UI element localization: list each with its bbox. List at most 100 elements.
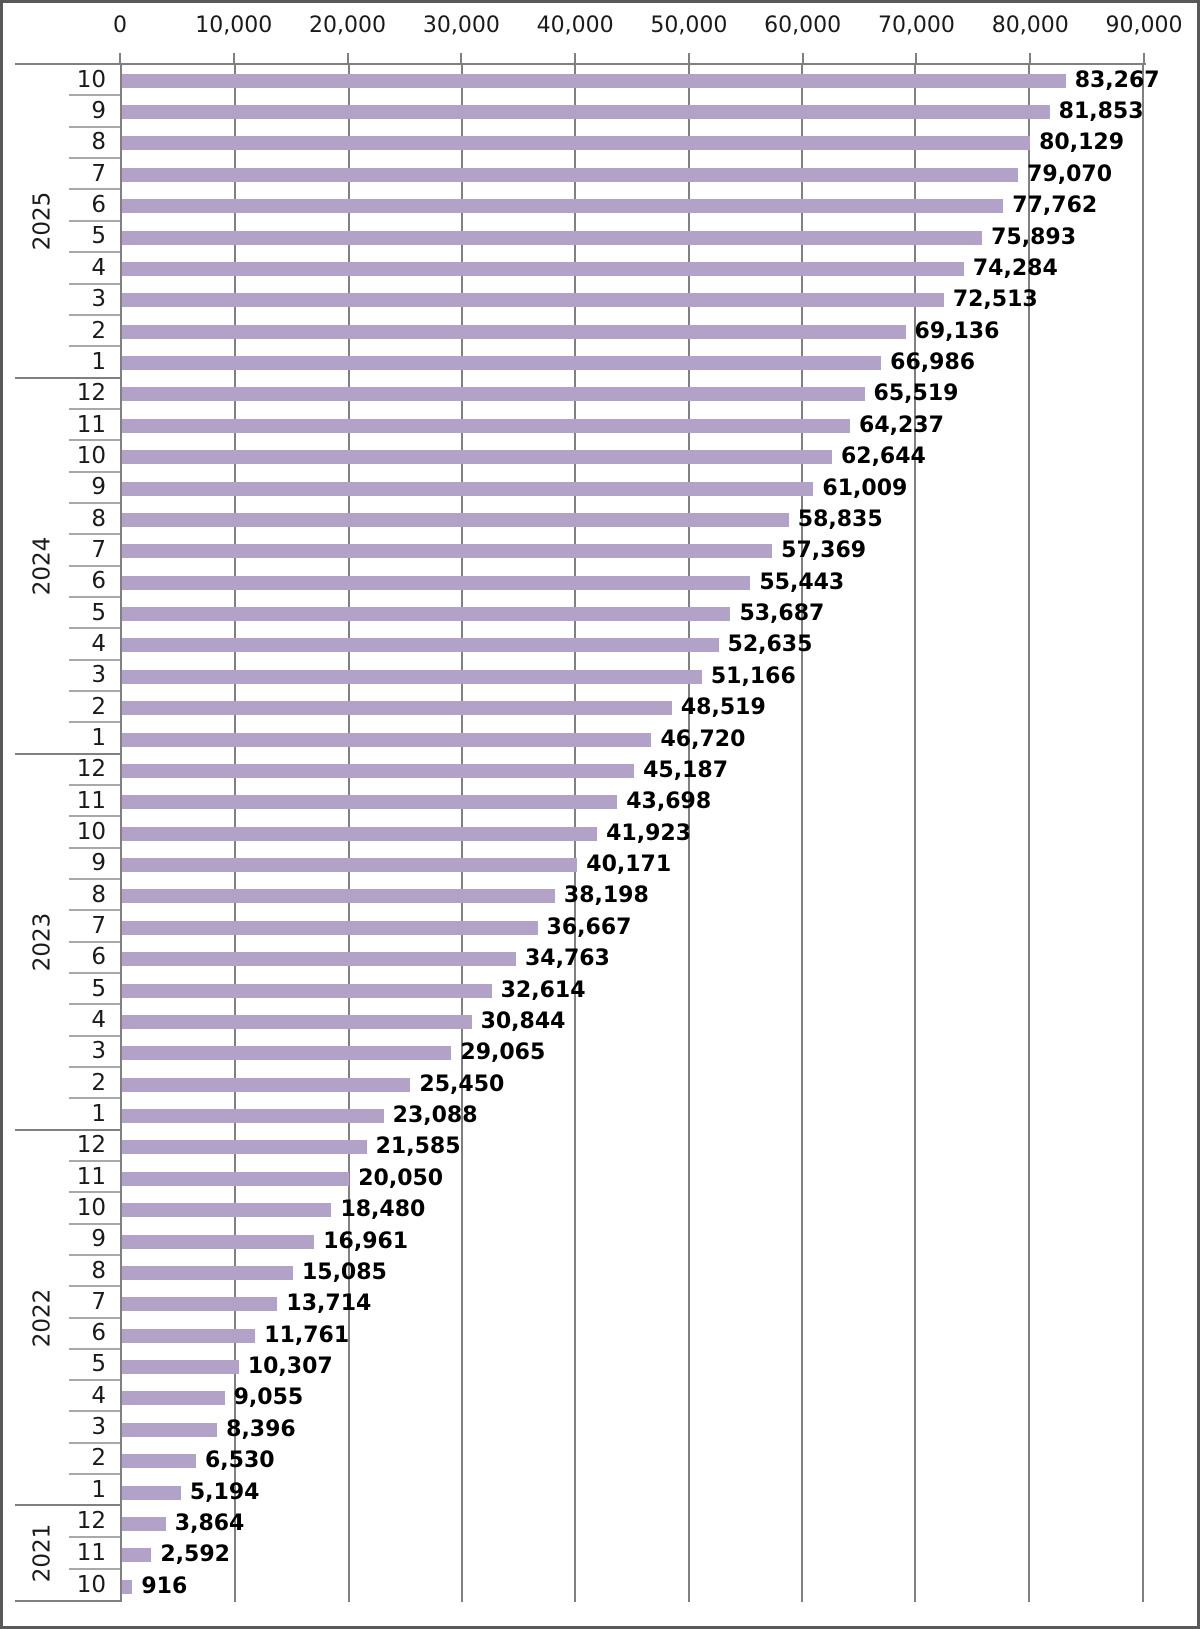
x-axis-tick-mark [1029,53,1032,65]
bar-row: 30,844 [122,1006,1142,1037]
month-label: 11 [69,410,120,442]
bar-value-label: 36,667 [546,914,632,940]
bar-row: 2,592 [122,1540,1142,1571]
year-group: 2023 12 11 10 9 8 7 6 5 4 3 2 1 [15,752,120,1129]
bar-value-label: 916 [141,1573,188,1599]
bar [122,1046,452,1061]
bar-row: 15,085 [122,1257,1142,1288]
bar-value-label: 74,284 [972,255,1058,281]
bar-row: 16,961 [122,1226,1142,1257]
bar-row: 36,667 [122,912,1142,943]
bar-value-label: 8,396 [226,1416,296,1442]
year-label: 2022 [29,1288,56,1347]
month-column: 10 9 8 7 6 5 4 3 2 1 [69,65,120,377]
bar-row: 55,443 [122,567,1142,598]
bar [122,889,555,904]
month-label: 3 [69,1037,120,1068]
bar-value-label: 48,519 [680,695,766,721]
bar [122,1014,472,1029]
bar-row: 21,585 [122,1132,1142,1163]
x-axis-tick-label: 30,000 [422,13,500,38]
bar [122,356,882,371]
x-axis-tick-label: 80,000 [991,13,1069,38]
month-label: 1 [91,348,106,375]
bar-value-label: 32,614 [500,977,586,1003]
bar-row: 25,450 [122,1069,1142,1100]
x-axis-tick-mark [1143,53,1145,65]
bar-row: 3,864 [122,1508,1142,1539]
month-label: 5 [69,1350,120,1382]
bar-row: 18,480 [122,1195,1142,1226]
x-axis-tick-label: 10,000 [195,13,273,38]
bar-value-label: 15,085 [301,1259,387,1285]
bar-row: 9,055 [122,1383,1142,1414]
month-label: 6 [69,190,120,222]
bar [122,512,789,527]
year-label: 2023 [29,912,56,971]
bar-value-label: 72,513 [952,287,1038,313]
x-axis-tick-label: 20,000 [309,13,387,38]
bar [122,1454,196,1469]
bar [122,261,964,276]
bar [122,858,578,873]
bar-value-label: 58,835 [797,506,883,532]
bar-value-label: 51,166 [710,663,796,689]
x-axis-tick-label: 60,000 [764,13,842,38]
bar-value-label: 3,864 [174,1510,245,1536]
bar [122,1328,256,1343]
month-label: 4 [69,629,120,661]
bar-value-label: 77,762 [1012,193,1098,219]
bar-row: 58,835 [122,504,1142,535]
bar [122,167,1019,182]
bar [122,952,516,967]
bar-row: 80,129 [122,128,1142,159]
bar-value-label: 21,585 [375,1134,461,1160]
x-axis-tick-label: 50,000 [650,13,728,38]
bar-value-label: 80,129 [1039,130,1125,156]
x-axis-tick-mark [460,53,463,65]
bar-row: 77,762 [122,191,1142,222]
year-cell: 2025 [15,65,69,377]
bar [122,826,598,841]
bar-value-label: 2,592 [160,1542,230,1568]
bar [122,1171,350,1186]
bar-row: 75,893 [122,222,1142,253]
x-axis-line [15,63,1146,65]
bar-row: 45,187 [122,755,1142,786]
month-label: 4 [69,1005,120,1037]
bar-row: 79,070 [122,159,1142,190]
bar-row: 46,720 [122,724,1142,755]
month-label: 6 [69,567,120,598]
bar [122,73,1066,88]
y-axis: 2025 10 9 8 7 6 5 4 3 2 1 2024 12 11 10 9 8 7 6 5 4 3 2 1 2023 12… [15,65,120,1602]
month-label: 9 [69,473,120,504]
bar-row: 916 [122,1571,1142,1602]
bar [122,1234,315,1249]
month-label: 10 [69,65,120,97]
bar [122,293,944,308]
bar-row: 13,714 [122,1289,1142,1320]
bar [122,575,751,590]
bar-value-label: 55,443 [759,569,845,595]
x-axis-tick-mark [232,53,235,65]
bar [122,1077,411,1092]
bar [122,1548,152,1563]
bar-value-label: 25,450 [419,1071,505,1097]
bar-value-label: 57,369 [781,538,867,564]
month-label: 5 [69,974,120,1006]
bar [122,105,1050,120]
bar-value-label: 62,644 [840,444,926,470]
bar-row: 29,065 [122,1038,1142,1069]
bar-row: 61,009 [122,473,1142,504]
bar [122,920,538,935]
month-label: 2 [69,316,120,348]
bar [122,387,865,402]
year-label: 2025 [29,191,56,251]
bar-row: 34,763 [122,944,1142,975]
month-label: 5 [69,222,120,254]
bar-value-label: 75,893 [991,224,1077,250]
bar-value-label: 61,009 [822,475,908,501]
bar [122,324,906,339]
month-label: 9 [69,96,120,128]
x-axis-tick-mark [346,53,349,65]
